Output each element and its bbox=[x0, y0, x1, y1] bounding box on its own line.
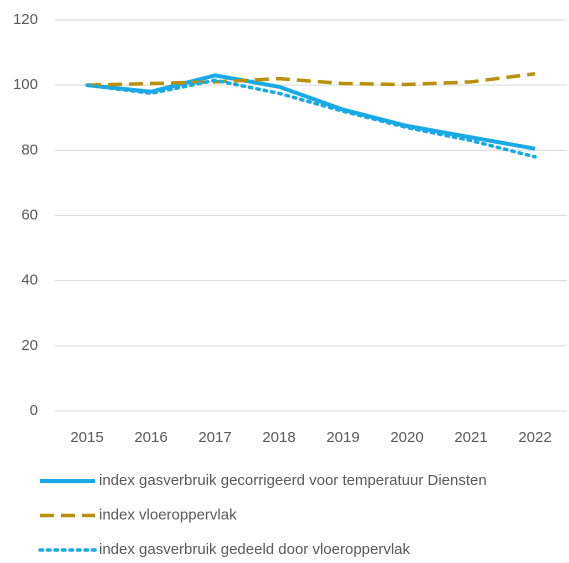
x-tick-label: 2021 bbox=[454, 429, 487, 446]
x-tick-label: 2018 bbox=[262, 429, 295, 446]
legend-label: index gasverbruik gedeeld door vloeroppe… bbox=[99, 541, 411, 558]
y-tick-label: 80 bbox=[21, 141, 38, 158]
y-tick-label: 0 bbox=[30, 402, 38, 419]
legend-label: index gasverbruik gecorrigeerd voor temp… bbox=[99, 472, 487, 489]
x-tick-label: 2022 bbox=[518, 429, 551, 446]
x-tick-label: 2015 bbox=[70, 429, 103, 446]
y-tick-label: 20 bbox=[21, 337, 38, 354]
series-line bbox=[85, 78, 537, 159]
x-tick-label: 2019 bbox=[326, 429, 359, 446]
x-tick-label: 2017 bbox=[198, 429, 231, 446]
x-tick-label: 2016 bbox=[134, 429, 167, 446]
y-tick-label: 120 bbox=[13, 11, 38, 28]
y-tick-label: 100 bbox=[13, 76, 38, 93]
series-line bbox=[86, 73, 536, 151]
series-line bbox=[86, 72, 536, 87]
y-tick-label: 60 bbox=[21, 206, 38, 223]
legend-label: index vloeroppervlak bbox=[99, 506, 237, 523]
x-tick-label: 2020 bbox=[390, 429, 423, 446]
y-tick-label: 40 bbox=[21, 272, 38, 289]
